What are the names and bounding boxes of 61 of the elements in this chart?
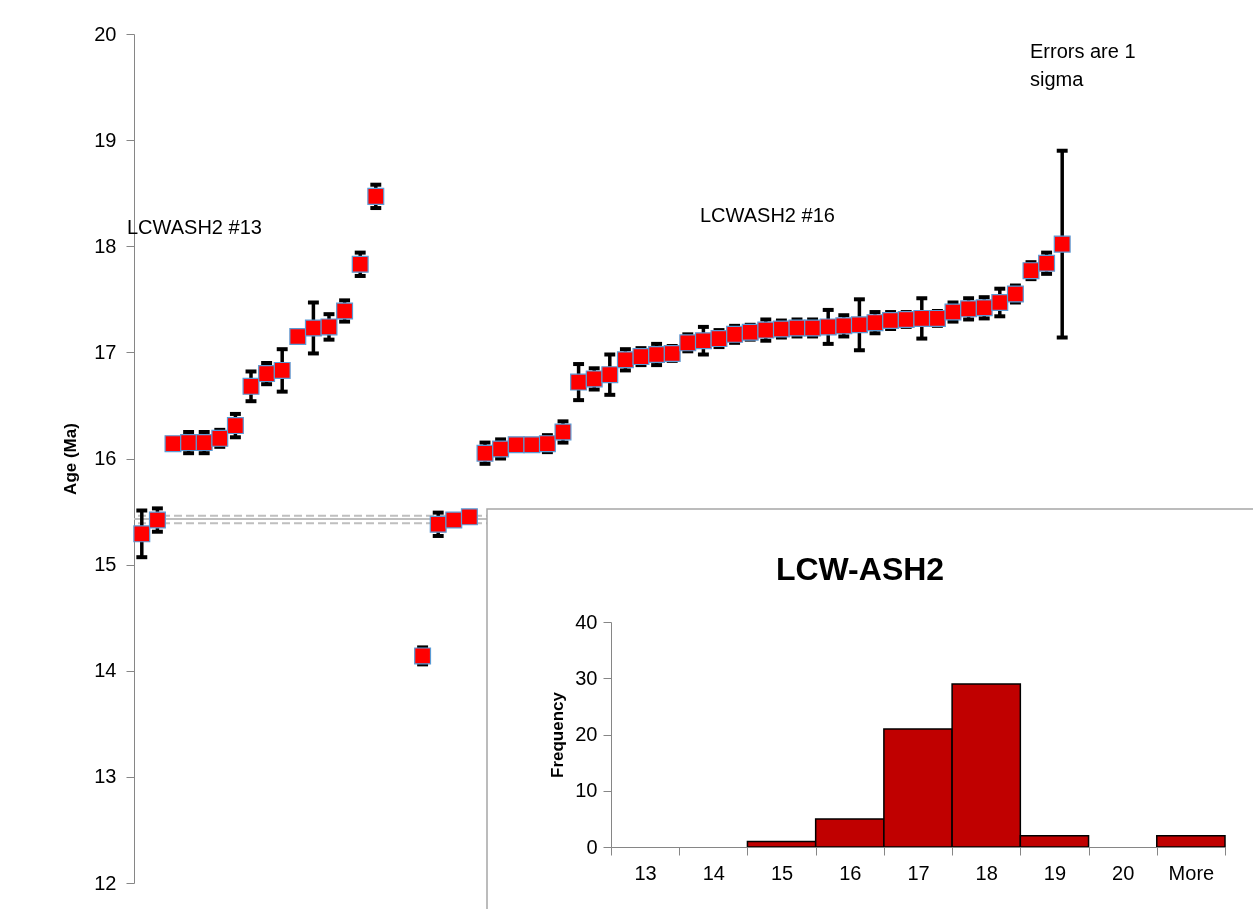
y-tick-label: 16 <box>94 447 117 469</box>
x-tick-label: 20 <box>1112 861 1135 884</box>
point <box>913 309 931 327</box>
point <box>336 302 354 320</box>
point <box>960 300 978 318</box>
point <box>757 321 775 339</box>
point <box>975 299 993 317</box>
point <box>242 377 260 395</box>
point <box>226 417 244 435</box>
point <box>866 314 884 332</box>
point <box>585 370 603 388</box>
point <box>304 319 322 337</box>
x-tick-label: 16 <box>839 861 862 884</box>
point <box>616 351 634 369</box>
y-tick-label: 18 <box>94 234 117 257</box>
point <box>601 366 619 384</box>
point <box>164 435 182 453</box>
point <box>570 373 588 391</box>
point <box>991 293 1009 311</box>
point <box>835 317 853 335</box>
point <box>273 361 291 379</box>
y-tick-label: 19 <box>94 128 117 151</box>
y-tick-label: 20 <box>94 22 117 45</box>
point <box>694 332 712 350</box>
y-tick-label: 17 <box>94 340 117 363</box>
y-tick-label: 13 <box>94 765 117 788</box>
annotation: Errors are 1 sigma <box>1030 40 1136 90</box>
point <box>476 444 494 462</box>
y-tick-label: 20 <box>575 723 598 745</box>
point <box>445 511 463 529</box>
x-tick-label: 17 <box>907 861 930 884</box>
point <box>460 508 478 526</box>
annotation: LCWASH2 #16 <box>700 204 835 226</box>
bar <box>1156 835 1226 848</box>
point <box>850 316 868 334</box>
y-tick-label: 12 <box>94 871 117 894</box>
x-tick-label: 15 <box>770 861 794 884</box>
point <box>258 365 276 383</box>
x-tick-label: 18 <box>975 861 998 884</box>
y-axis-title: Frequency <box>548 691 568 778</box>
point <box>320 318 338 336</box>
point <box>289 327 307 345</box>
y-tick-label: 30 <box>575 666 598 689</box>
point <box>367 187 385 205</box>
annotation: LCWASH2 #13 <box>127 216 262 238</box>
x-tick-label: 14 <box>702 861 725 884</box>
x-tick-label: More <box>1168 861 1215 884</box>
y-tick-label: 15 <box>94 553 117 576</box>
point <box>523 436 541 454</box>
x-tick-label: 13 <box>634 861 657 884</box>
point <box>133 525 151 543</box>
y-tick-label: 10 <box>575 779 598 802</box>
point <box>1053 235 1071 253</box>
y-tick-label: 40 <box>575 610 598 633</box>
point <box>554 423 572 441</box>
y-tick-label: 0 <box>586 835 598 858</box>
point <box>1038 254 1056 272</box>
y-axis-title: Age (Ma) <box>61 423 81 495</box>
x-tick-label: 19 <box>1043 861 1067 884</box>
y-tick-label: 14 <box>94 659 117 682</box>
chart-title: LCW-ASH2 <box>775 551 945 587</box>
